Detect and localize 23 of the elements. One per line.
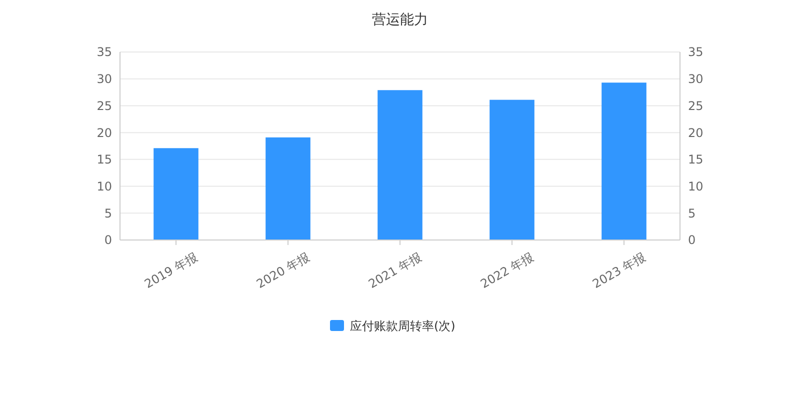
y-tick-label: 35: [96, 45, 112, 60]
y2-tick-label: 15: [688, 152, 704, 167]
y-tick-label: 5: [104, 206, 112, 220]
y2-tick-label: 0: [688, 233, 696, 248]
bar: [602, 82, 646, 240]
bar: [266, 137, 310, 240]
bar: [378, 90, 422, 240]
y-tick-label: 20: [96, 126, 112, 140]
y-tick-label: 0: [104, 233, 112, 248]
legend-label: 应付账款周转率(次): [350, 319, 456, 334]
y2-tick-label: 20: [688, 126, 704, 140]
y-tick-label: 10: [96, 179, 112, 194]
bar: [154, 148, 198, 240]
y-tick-label: 30: [96, 72, 112, 86]
y-tick-label: 25: [96, 98, 112, 113]
chart-title: 营运能力: [372, 12, 428, 28]
y-tick-label: 15: [96, 152, 112, 167]
y2-tick-label: 25: [688, 98, 704, 113]
y2-tick-label: 35: [688, 45, 704, 60]
bar: [490, 100, 534, 240]
y2-tick-label: 10: [688, 179, 704, 194]
y2-tick-label: 5: [688, 206, 696, 220]
y2-tick-label: 30: [688, 72, 704, 86]
